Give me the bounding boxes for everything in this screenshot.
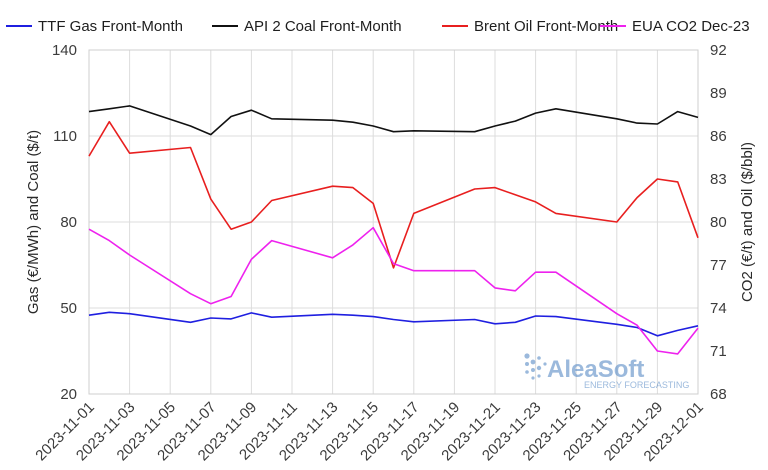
logo-dot — [531, 368, 535, 372]
y-tick-label-left: 20 — [60, 386, 77, 403]
legend-label-ttf-gas-front-month: TTF Gas Front-Month — [38, 18, 183, 35]
y-tick-label-left: 110 — [53, 128, 77, 145]
legend-label-api-2-coal-front-month: API 2 Coal Front-Month — [244, 18, 402, 35]
legend-label-eua-co2-dec-23: EUA CO2 Dec-23 — [632, 18, 750, 35]
y-tick-label-right: 74 — [710, 300, 727, 317]
logo-dot — [543, 362, 547, 366]
y-tick-label-right: 71 — [710, 343, 727, 360]
logo-dot — [530, 359, 536, 365]
series-line-brent-oil-front-month — [88, 120, 699, 269]
logo-dot — [537, 374, 541, 378]
y-tick-label-right: 89 — [710, 85, 727, 102]
y-tick-label-left: 80 — [60, 214, 77, 231]
x-ticks: 2023-11-012023-11-032023-11-052023-11-07… — [32, 399, 706, 465]
logo-dots-icon — [524, 353, 547, 380]
grid — [88, 49, 699, 395]
logo-dot — [525, 362, 529, 366]
y-tick-label-right: 68 — [710, 386, 727, 403]
y-tick-label-right: 77 — [710, 257, 727, 274]
plot-area — [88, 49, 699, 395]
series-line-api-2-coal-front-month — [88, 105, 699, 136]
y-axis-title-left: Gas (€/MWh) and Coal ($/t) — [25, 130, 42, 314]
y-tick-label-left: 50 — [60, 300, 77, 317]
legend: TTF Gas Front-Month API 2 Coal Front-Mont… — [6, 18, 750, 35]
logo-dot — [524, 353, 530, 359]
series-line-ttf-gas-front-month — [88, 311, 699, 337]
y-axis-title-right: CO2 (€/t) and Oil ($/bbl) — [739, 142, 756, 302]
legend-label-brent-oil-front-month: Brent Oil Front-Month — [474, 18, 618, 35]
y-tick-label-right: 86 — [710, 128, 727, 145]
series-lines — [88, 105, 699, 355]
y-ticks-right: 68 71 74 77 80 83 86 89 92 — [710, 42, 727, 403]
logo-dot — [531, 376, 535, 380]
aleasoft-logo: AleaSoft ENERGY FORECASTING — [524, 353, 689, 390]
logo-dot — [525, 370, 529, 374]
y-tick-label-right: 83 — [710, 171, 727, 188]
series-line-eua-co2-dec-23 — [88, 226, 699, 355]
logo-name: AleaSoft — [547, 356, 644, 383]
logo-dot — [536, 365, 542, 371]
y-ticks-left: 20 50 80 110 140 — [52, 42, 77, 403]
y-tick-label-left: 140 — [52, 42, 77, 59]
y-tick-label-right: 80 — [710, 214, 727, 231]
logo-dot — [537, 356, 541, 360]
y-tick-label-right: 92 — [710, 42, 727, 59]
logo-tagline: ENERGY FORECASTING — [584, 380, 689, 390]
